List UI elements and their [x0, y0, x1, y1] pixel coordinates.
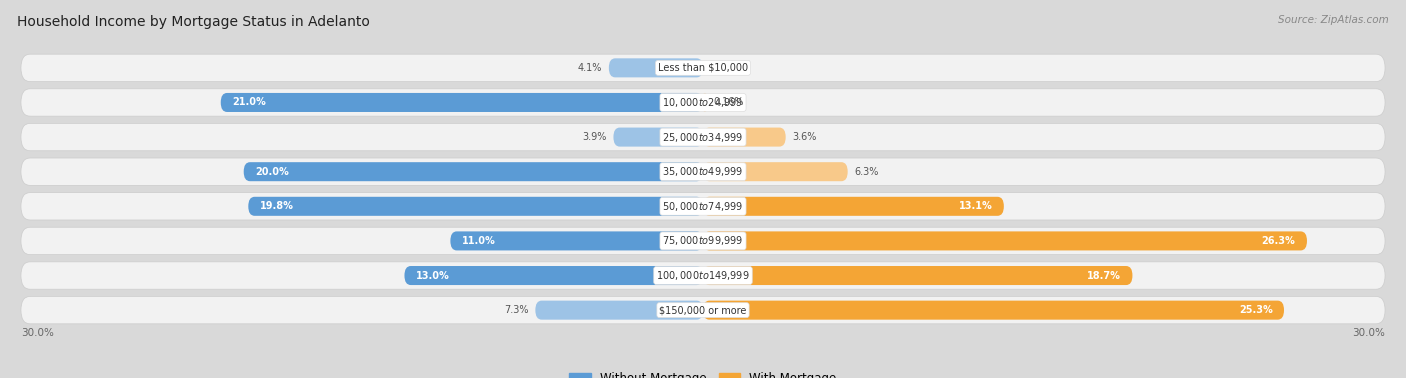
Text: 20.0%: 20.0%	[256, 167, 290, 177]
Legend: Without Mortgage, With Mortgage: Without Mortgage, With Mortgage	[565, 367, 841, 378]
FancyBboxPatch shape	[703, 162, 848, 181]
Text: $25,000 to $34,999: $25,000 to $34,999	[662, 130, 744, 144]
Text: 21.0%: 21.0%	[232, 98, 266, 107]
FancyBboxPatch shape	[703, 127, 786, 147]
FancyBboxPatch shape	[536, 301, 703, 320]
FancyBboxPatch shape	[703, 301, 1284, 320]
Text: 11.0%: 11.0%	[461, 236, 496, 246]
Text: 30.0%: 30.0%	[21, 328, 53, 338]
FancyBboxPatch shape	[450, 231, 703, 251]
FancyBboxPatch shape	[21, 89, 1385, 116]
Text: 26.3%: 26.3%	[1261, 236, 1295, 246]
FancyBboxPatch shape	[703, 93, 707, 112]
Text: 7.3%: 7.3%	[503, 305, 529, 315]
FancyBboxPatch shape	[21, 227, 1385, 255]
FancyBboxPatch shape	[21, 54, 1385, 82]
FancyBboxPatch shape	[703, 266, 1132, 285]
Text: $35,000 to $49,999: $35,000 to $49,999	[662, 165, 744, 178]
Text: 18.7%: 18.7%	[1087, 271, 1121, 280]
Text: $75,000 to $99,999: $75,000 to $99,999	[662, 234, 744, 248]
Text: 0.16%: 0.16%	[714, 98, 744, 107]
Text: 6.3%: 6.3%	[855, 167, 879, 177]
Text: Source: ZipAtlas.com: Source: ZipAtlas.com	[1278, 15, 1389, 25]
FancyBboxPatch shape	[21, 193, 1385, 220]
Text: 25.3%: 25.3%	[1239, 305, 1272, 315]
FancyBboxPatch shape	[703, 197, 1004, 216]
Text: 3.6%: 3.6%	[793, 132, 817, 142]
Text: Less than $10,000: Less than $10,000	[658, 63, 748, 73]
FancyBboxPatch shape	[21, 296, 1385, 324]
FancyBboxPatch shape	[243, 162, 703, 181]
FancyBboxPatch shape	[21, 123, 1385, 151]
Text: 3.9%: 3.9%	[582, 132, 606, 142]
FancyBboxPatch shape	[405, 266, 703, 285]
Text: 13.0%: 13.0%	[416, 271, 450, 280]
Text: 30.0%: 30.0%	[1353, 328, 1385, 338]
Text: $100,000 to $149,999: $100,000 to $149,999	[657, 269, 749, 282]
Text: $10,000 to $24,999: $10,000 to $24,999	[662, 96, 744, 109]
FancyBboxPatch shape	[249, 197, 703, 216]
FancyBboxPatch shape	[613, 127, 703, 147]
Text: 4.1%: 4.1%	[578, 63, 602, 73]
FancyBboxPatch shape	[21, 262, 1385, 289]
FancyBboxPatch shape	[221, 93, 703, 112]
Text: Household Income by Mortgage Status in Adelanto: Household Income by Mortgage Status in A…	[17, 15, 370, 29]
Text: $150,000 or more: $150,000 or more	[659, 305, 747, 315]
FancyBboxPatch shape	[609, 58, 703, 77]
Text: $50,000 to $74,999: $50,000 to $74,999	[662, 200, 744, 213]
FancyBboxPatch shape	[21, 158, 1385, 185]
FancyBboxPatch shape	[703, 231, 1308, 251]
Text: 19.8%: 19.8%	[260, 201, 294, 211]
Text: 13.1%: 13.1%	[959, 201, 993, 211]
